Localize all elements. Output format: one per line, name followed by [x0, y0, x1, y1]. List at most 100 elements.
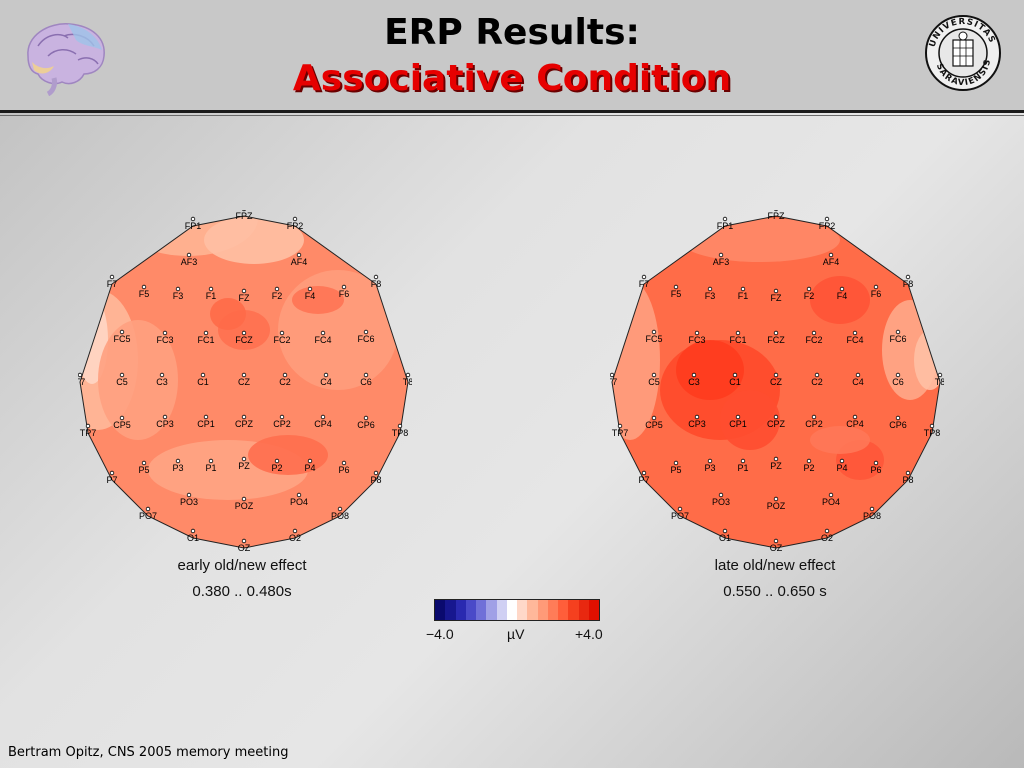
electrode-marker: [373, 274, 379, 280]
electrode-marker: [651, 329, 657, 335]
electrode-label: FP2: [819, 221, 836, 231]
electrode-marker: [78, 372, 83, 378]
map-contour-region: [292, 286, 344, 314]
electrode-label: CP6: [357, 420, 375, 430]
electrode-label: F7: [107, 279, 118, 289]
electrode-label: CP1: [197, 419, 215, 429]
electrode-marker: [241, 288, 247, 294]
electrode-marker: [363, 415, 369, 421]
electrode-label: C5: [648, 377, 660, 387]
electrode-label: PO8: [863, 511, 881, 521]
electrode-label: C2: [811, 377, 823, 387]
electrode-label: PZ: [238, 461, 250, 471]
electrode-marker: [806, 458, 812, 464]
head-outline: [79, 215, 409, 549]
map-caption-early-time: 0.380 .. 0.480s: [192, 583, 292, 600]
electrode-label: CP4: [314, 419, 332, 429]
electrode-marker: [337, 506, 343, 512]
electrode-label: P1: [737, 463, 748, 473]
electrode-label: CZ: [238, 377, 250, 387]
electrode-marker: [292, 216, 298, 222]
electrode-marker: [677, 506, 683, 512]
electrode-marker: [363, 329, 369, 335]
electrode-marker: [651, 372, 657, 378]
electrode-label: FC2: [273, 335, 290, 345]
electrode-marker: [694, 414, 700, 420]
electrode-marker: [109, 470, 115, 476]
electrode-label: FP2: [287, 221, 304, 231]
electrode-label: FC4: [314, 335, 331, 345]
electrode-label: C2: [279, 377, 291, 387]
electrode-marker: [282, 372, 288, 378]
electrode-label: AF4: [291, 257, 308, 267]
electrode-marker: [241, 496, 247, 502]
electrode-label: C5: [116, 377, 128, 387]
electrode-label: FC6: [357, 334, 374, 344]
footer-credit: Bertram Opitz, CNS 2005 memory meeting: [8, 745, 289, 760]
electrode-marker: [929, 423, 935, 429]
topomap-late: FPZ FP1 FP2 AF3 AF4 F7 F5 F3 F1 FZ F2 F4 F6 F8 FC5 FC3 F…: [610, 210, 944, 553]
electrode-marker: [279, 330, 285, 336]
colorbar-swatch: [476, 600, 487, 620]
electrode-marker: [707, 286, 713, 292]
map-contour-region: [810, 276, 870, 324]
electrode-marker: [814, 372, 820, 378]
electrode-label: FC2: [805, 335, 822, 345]
electrode-label: F4: [837, 291, 848, 301]
electrode-label: FC6: [889, 334, 906, 344]
slide-title: ERP Results:: [384, 12, 640, 53]
electrode-marker: [869, 506, 875, 512]
electrode-label: CP2: [805, 419, 823, 429]
electrode-label: T7: [610, 377, 617, 387]
electrode-marker: [811, 330, 817, 336]
electrode-marker: [296, 492, 302, 498]
electrode-label: P7: [106, 475, 117, 485]
header-band: [0, 0, 1024, 112]
electrode-marker: [208, 458, 214, 464]
electrode-marker: [323, 372, 329, 378]
electrode-marker: [200, 372, 206, 378]
electrode-label: F5: [671, 289, 682, 299]
colorbar-swatch: [506, 600, 517, 620]
electrode-marker: [307, 458, 313, 464]
electrode-marker: [828, 492, 834, 498]
electrode-label: P6: [870, 465, 881, 475]
electrode-marker: [852, 414, 858, 420]
electrode-label: FC5: [645, 334, 662, 344]
electrode-label: C1: [197, 377, 209, 387]
electrode-label: PZ: [770, 461, 782, 471]
colorbar-swatch: [517, 600, 528, 620]
electrode-label: C1: [729, 377, 741, 387]
electrode-label: FP1: [717, 221, 734, 231]
electrode-label: OZ: [770, 543, 783, 553]
electrode-marker: [274, 458, 280, 464]
colorbar-unit-label: µV: [507, 626, 525, 642]
electrode-label: POZ: [235, 501, 254, 511]
electrode-label: AF4: [823, 257, 840, 267]
electrode-label: FP1: [185, 221, 202, 231]
electrode-marker: [839, 458, 845, 464]
electrode-marker: [773, 414, 779, 420]
header-divider: [0, 110, 1024, 113]
electrode-label: P6: [338, 465, 349, 475]
electrode-label: F3: [173, 291, 184, 301]
electrode-label: C3: [688, 377, 700, 387]
colorbar-swatch: [558, 600, 569, 620]
map-contour-region: [248, 435, 328, 475]
electrode-label: F6: [339, 289, 350, 299]
electrode-marker: [740, 458, 746, 464]
electrode-label: F3: [705, 291, 716, 301]
electrode-label: FZ: [771, 293, 782, 303]
electrode-label: O2: [821, 533, 833, 543]
electrode-label: F7: [639, 279, 650, 289]
electrode-marker: [85, 423, 91, 429]
electrode-marker: [296, 252, 302, 258]
electrode-label: FC1: [197, 335, 214, 345]
colorbar-swatch: [455, 600, 466, 620]
colorbar-max-label: +4.0: [575, 626, 603, 642]
electrode-label: F1: [206, 291, 217, 301]
electrode-label: T8: [935, 377, 944, 387]
electrode-marker: [811, 414, 817, 420]
electrode-label: F8: [371, 279, 382, 289]
electrode-marker: [828, 252, 834, 258]
